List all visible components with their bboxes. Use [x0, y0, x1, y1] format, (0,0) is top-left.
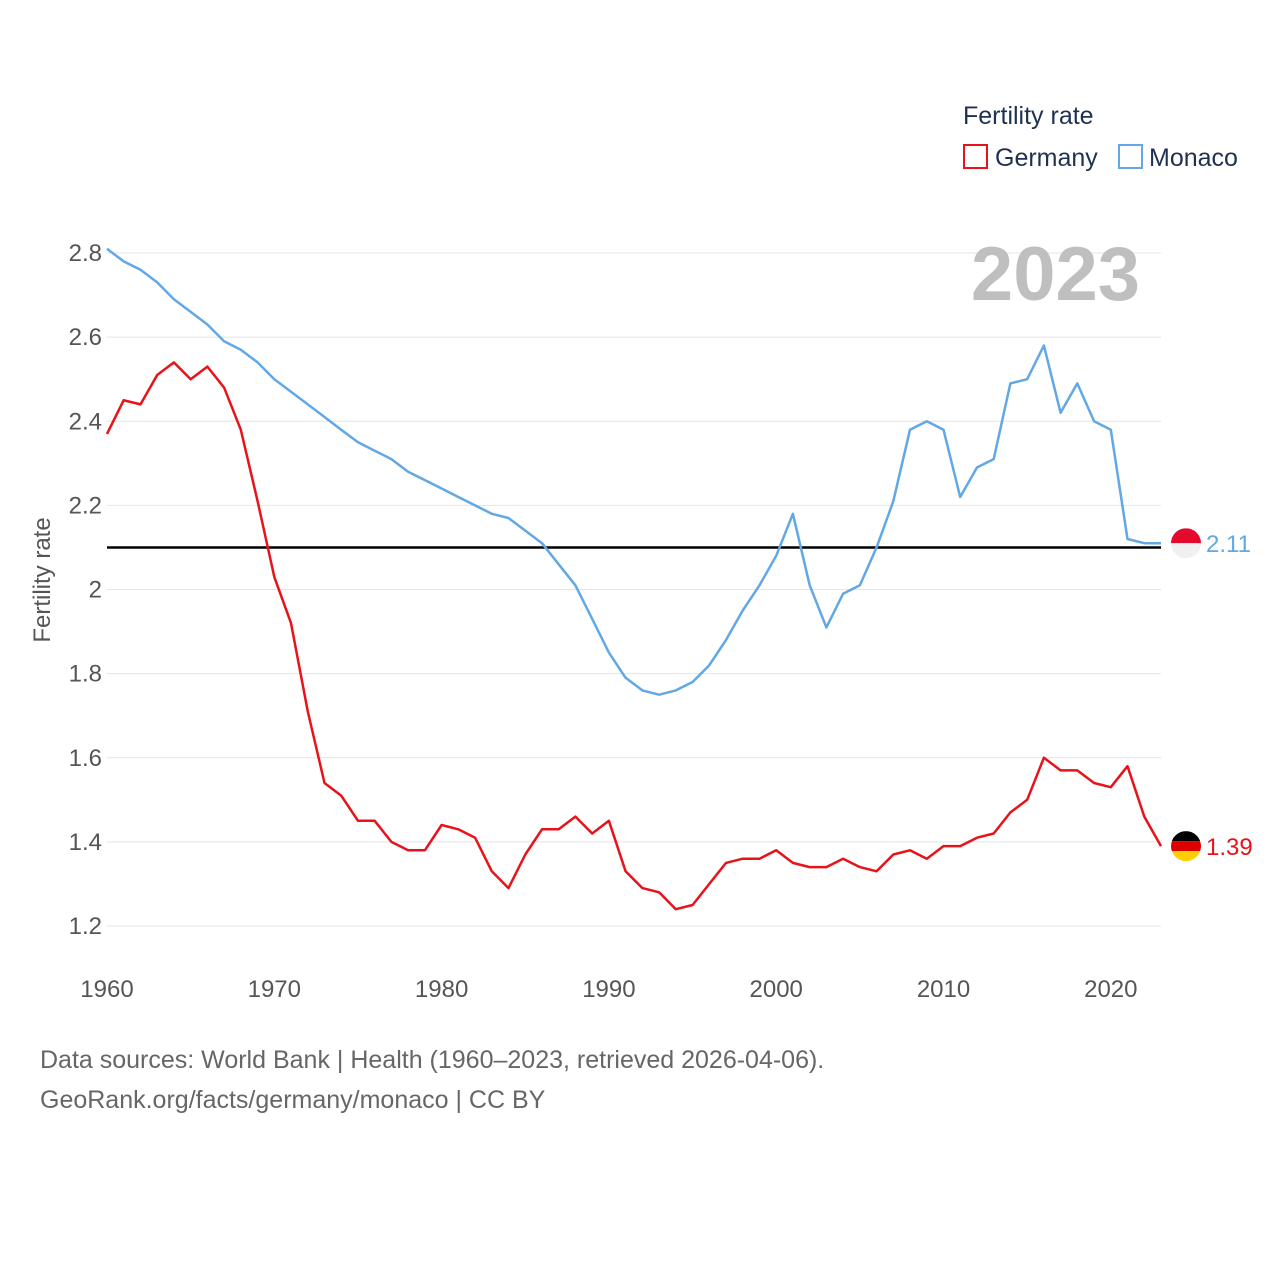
x-tick-label: 2010: [917, 976, 970, 1003]
y-tick-label: 2.8: [69, 240, 102, 267]
y-tick-label: 1.4: [69, 829, 102, 856]
series-layer: [105, 247, 1163, 911]
y-axis-label: Fertility rate: [29, 517, 56, 642]
x-tick-label: 1970: [248, 976, 301, 1003]
y-ticks: 1.2 1.4 1.6 1.8 2 2.2 2.4 2.6 2.8: [69, 240, 102, 940]
series-line-germany[interactable]: [105, 361, 1163, 911]
y-tick-label: 1.8: [69, 661, 102, 688]
x-tick-label: 1960: [80, 976, 133, 1003]
y-tick-label: 2.6: [69, 324, 102, 351]
source-link[interactable]: GeoRank.org/facts/germany/monaco | CC BY: [40, 1086, 546, 1114]
x-tick-label: 1990: [582, 976, 635, 1003]
legend-swatch-monaco[interactable]: [1118, 144, 1143, 169]
germany-flag-icon: [1171, 831, 1201, 862]
y-tick-label: 1.2: [69, 913, 102, 940]
end-label-monaco: 2.11: [1206, 531, 1251, 558]
x-tick-label: 2020: [1084, 976, 1137, 1003]
end-label-germany: 1.39: [1206, 834, 1253, 861]
x-tick-label: 2000: [750, 976, 803, 1003]
legend-swatch-germany[interactable]: [963, 144, 988, 169]
series-line-monaco[interactable]: [106, 247, 1161, 696]
legend-label-monaco[interactable]: Monaco: [1149, 144, 1238, 172]
year-label: 2023: [971, 232, 1140, 317]
x-ticks: 1960 1970 1980 1990 2000 2010 2020: [80, 976, 1137, 1003]
monaco-flag-icon: [1171, 528, 1201, 559]
legend-title: Fertility rate: [963, 102, 1094, 130]
y-tick-label: 1.6: [69, 745, 102, 772]
x-tick-label: 1980: [415, 976, 468, 1003]
grid-layer: [107, 252, 1161, 927]
source-text: Data sources: World Bank | Health (1960–…: [40, 1046, 824, 1074]
y-tick-label: 2.2: [69, 492, 102, 519]
legend-label-germany[interactable]: Germany: [995, 144, 1098, 172]
y-tick-label: 2: [89, 577, 102, 604]
y-tick-label: 2.4: [69, 408, 102, 435]
